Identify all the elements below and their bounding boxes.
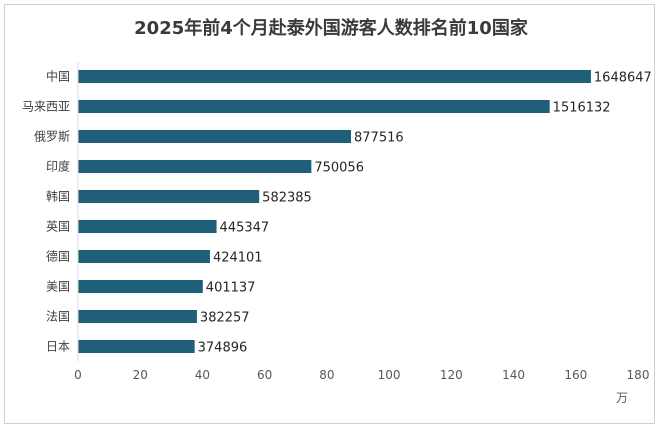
category-label: 印度 bbox=[46, 159, 70, 174]
data-label: 877516 bbox=[354, 131, 404, 146]
category-label: 马来西亚 bbox=[22, 100, 70, 114]
bar bbox=[78, 160, 312, 173]
x-tick-label: 80 bbox=[319, 368, 334, 382]
x-tick-label: 0 bbox=[74, 368, 82, 382]
data-label: 382257 bbox=[200, 311, 250, 326]
data-label: 1516132 bbox=[553, 101, 611, 116]
data-label: 1648647 bbox=[594, 71, 652, 86]
category-label: 德国 bbox=[46, 249, 70, 264]
category-label: 法国 bbox=[46, 310, 70, 324]
bar bbox=[78, 220, 217, 233]
bar bbox=[78, 250, 210, 263]
bar-chart: 2025年前4个月赴泰外国游客人数排名前10国家 中国 1648647 马来西亚 15… bbox=[22, 17, 652, 405]
bar bbox=[78, 130, 352, 143]
data-label: 374896 bbox=[198, 341, 248, 356]
bar bbox=[78, 100, 550, 113]
x-axis-ticks: 0 20 40 60 80 100 120 140 160 180 bbox=[74, 368, 649, 382]
category-label: 韩国 bbox=[46, 189, 70, 204]
category-label: 英国 bbox=[46, 220, 70, 234]
x-tick-label: 180 bbox=[627, 368, 650, 382]
data-label: 424101 bbox=[213, 251, 263, 266]
x-tick-label: 60 bbox=[257, 368, 272, 382]
bar bbox=[78, 340, 195, 353]
x-tick-label: 140 bbox=[502, 368, 525, 382]
x-tick-label: 40 bbox=[195, 368, 210, 382]
bars-layer: 中国 1648647 马来西亚 1516132 俄罗斯 877516 印度 750056 韩国 5… bbox=[22, 69, 652, 356]
bar bbox=[78, 70, 591, 83]
category-label: 俄罗斯 bbox=[34, 130, 70, 144]
category-label: 中国 bbox=[46, 69, 70, 84]
data-label: 401137 bbox=[206, 281, 256, 296]
data-label: 750056 bbox=[314, 161, 364, 176]
x-axis-unit: 万 bbox=[616, 391, 628, 405]
data-label: 445347 bbox=[220, 221, 270, 236]
data-label: 582385 bbox=[262, 191, 312, 206]
x-tick-label: 20 bbox=[133, 368, 148, 382]
category-label: 美国 bbox=[46, 280, 70, 294]
x-tick-label: 120 bbox=[440, 368, 463, 382]
bar bbox=[78, 310, 197, 323]
bar bbox=[78, 280, 203, 293]
chart-frame: 2025年前4个月赴泰外国游客人数排名前10国家 中国 1648647 马来西亚 15… bbox=[4, 4, 655, 424]
x-tick-label: 160 bbox=[564, 368, 587, 382]
bar bbox=[78, 190, 260, 203]
chart-title: 2025年前4个月赴泰外国游客人数排名前10国家 bbox=[134, 17, 529, 39]
category-label: 日本 bbox=[46, 340, 70, 354]
x-tick-label: 100 bbox=[378, 368, 401, 382]
